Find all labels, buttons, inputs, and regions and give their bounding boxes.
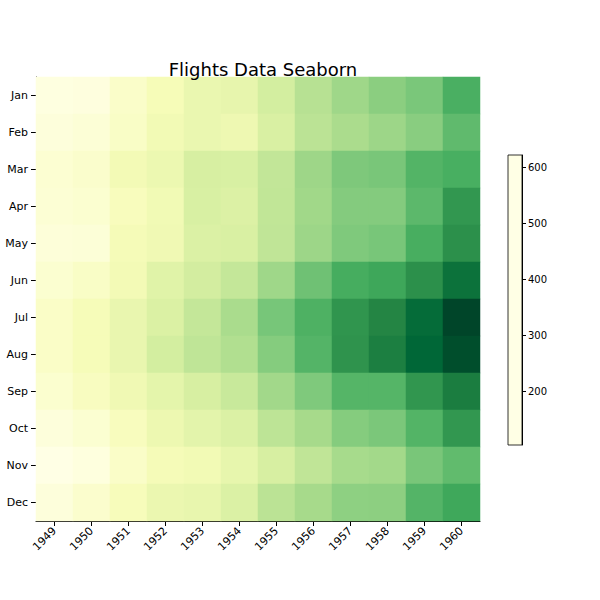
svg-text:Nov: Nov: [7, 459, 29, 472]
svg-text:1958: 1958: [363, 524, 392, 553]
svg-text:Feb: Feb: [9, 126, 28, 139]
svg-text:600: 600: [528, 162, 547, 173]
svg-text:1953: 1953: [178, 524, 207, 553]
svg-text:400: 400: [528, 274, 547, 285]
svg-text:1956: 1956: [289, 524, 318, 553]
svg-text:500: 500: [528, 218, 547, 229]
svg-text:Apr: Apr: [9, 200, 29, 213]
svg-text:Sep: Sep: [7, 385, 28, 398]
svg-text:1959: 1959: [400, 524, 429, 553]
svg-text:Oct: Oct: [9, 422, 29, 435]
svg-text:1949: 1949: [30, 524, 59, 553]
svg-text:Aug: Aug: [7, 348, 28, 361]
svg-text:300: 300: [528, 330, 547, 341]
svg-text:1960: 1960: [437, 524, 466, 553]
svg-text:1957: 1957: [326, 524, 355, 553]
svg-text:Jul: Jul: [14, 311, 28, 324]
svg-text:1950: 1950: [67, 524, 96, 553]
svg-text:May: May: [5, 237, 28, 250]
svg-text:1954: 1954: [215, 524, 244, 553]
svg-text:Jun: Jun: [10, 274, 28, 287]
svg-text:200: 200: [528, 386, 547, 397]
svg-text:1951: 1951: [104, 524, 133, 553]
svg-text:Dec: Dec: [7, 496, 28, 509]
svg-text:1952: 1952: [141, 524, 170, 553]
svg-text:Flights Data Seaborn: Flights Data Seaborn: [169, 59, 358, 80]
svg-text:1955: 1955: [252, 524, 281, 553]
svg-text:Jan: Jan: [10, 89, 28, 102]
svg-text:Mar: Mar: [7, 163, 28, 176]
